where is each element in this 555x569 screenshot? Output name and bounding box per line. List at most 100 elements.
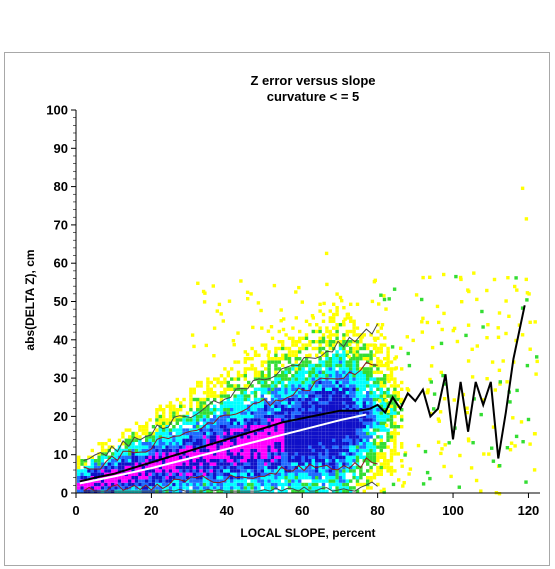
density-cell [315, 323, 319, 327]
density-cell [349, 397, 353, 402]
density-cell [131, 476, 135, 480]
density-cell [182, 448, 186, 453]
density-cell [141, 452, 145, 456]
density-cell [148, 486, 152, 490]
density-cell [352, 333, 356, 337]
density-cell [304, 472, 309, 476]
density-cell [400, 425, 404, 429]
density-cell [297, 285, 301, 290]
density-cell [240, 452, 244, 456]
density-cell [369, 445, 373, 449]
density-cell [250, 486, 254, 490]
density-cell [383, 442, 387, 446]
density-cell [466, 288, 470, 292]
density-cell [233, 428, 237, 432]
density-cell [308, 343, 312, 347]
density-cell [325, 445, 329, 449]
density-cell [202, 411, 207, 415]
density-cell [270, 482, 275, 487]
density-cell [281, 391, 285, 395]
density-cell [253, 455, 258, 459]
density-cell [298, 421, 302, 425]
density-cell [362, 357, 366, 361]
density-cell [206, 476, 210, 480]
density-cell [534, 372, 538, 376]
density-cell [213, 418, 217, 422]
density-cell [287, 428, 292, 432]
density-cell [199, 465, 203, 470]
density-cell [287, 336, 292, 340]
density-cell [383, 445, 387, 449]
density-cell [291, 489, 295, 493]
density-cell [196, 397, 200, 402]
density-cell [162, 472, 166, 476]
density-cell [100, 445, 105, 449]
density-cell [138, 452, 142, 456]
density-cell [369, 425, 373, 429]
density-cell [479, 489, 483, 493]
density-cell [308, 391, 312, 395]
density-cell [328, 340, 332, 344]
density-cell [236, 431, 241, 436]
density-cell [192, 445, 196, 449]
density-cell [376, 323, 380, 327]
density-cell [199, 486, 203, 490]
density-cell [250, 418, 254, 422]
density-cell [432, 392, 437, 396]
density-cell [182, 404, 186, 408]
density-cell [196, 438, 200, 442]
density-cell [321, 455, 326, 459]
density-cell [168, 411, 173, 415]
density-cell [284, 333, 288, 337]
density-cell [253, 465, 258, 470]
density-cell [345, 448, 349, 453]
density-cell [199, 469, 203, 473]
density-cell [247, 452, 251, 456]
density-cell [332, 397, 336, 402]
density-cell [355, 326, 360, 330]
density-cell [458, 275, 463, 280]
density-cell [287, 479, 292, 483]
density-cell [362, 489, 366, 493]
density-cell [199, 384, 203, 388]
density-cell [134, 455, 139, 459]
density-cell [294, 316, 298, 320]
density-cell [298, 380, 302, 385]
density-cell [335, 448, 339, 453]
density-cell [196, 380, 200, 385]
density-cell [240, 486, 244, 490]
density-cell [223, 408, 227, 412]
density-cell [335, 326, 339, 330]
density-cell [315, 445, 319, 449]
density-cell [359, 397, 363, 402]
density-cell [196, 462, 200, 466]
density-cell [338, 448, 343, 453]
density-cell [328, 455, 332, 459]
density-cell [196, 445, 200, 449]
density-cell [349, 391, 353, 395]
density-cell [230, 367, 234, 371]
density-cell [294, 384, 298, 388]
density-cell [257, 452, 261, 456]
density-cell [352, 425, 356, 429]
density-cell [345, 482, 349, 487]
density-cell [355, 397, 360, 402]
density-cell [315, 394, 319, 398]
density-cell [212, 326, 217, 330]
density-cell [287, 377, 292, 381]
density-cell [342, 374, 346, 378]
density-cell [338, 462, 343, 466]
density-cell [213, 455, 217, 459]
density-cell [114, 465, 118, 470]
density-cell [342, 377, 346, 381]
density-cell [378, 359, 382, 363]
density-cell [192, 435, 196, 439]
density-cell [328, 476, 332, 480]
density-cell [332, 326, 336, 330]
density-cell [393, 448, 397, 453]
density-cell [301, 411, 305, 415]
density-cell [301, 431, 305, 436]
density-cell [77, 465, 81, 470]
density-cell [232, 343, 236, 347]
density-cell [328, 472, 332, 476]
